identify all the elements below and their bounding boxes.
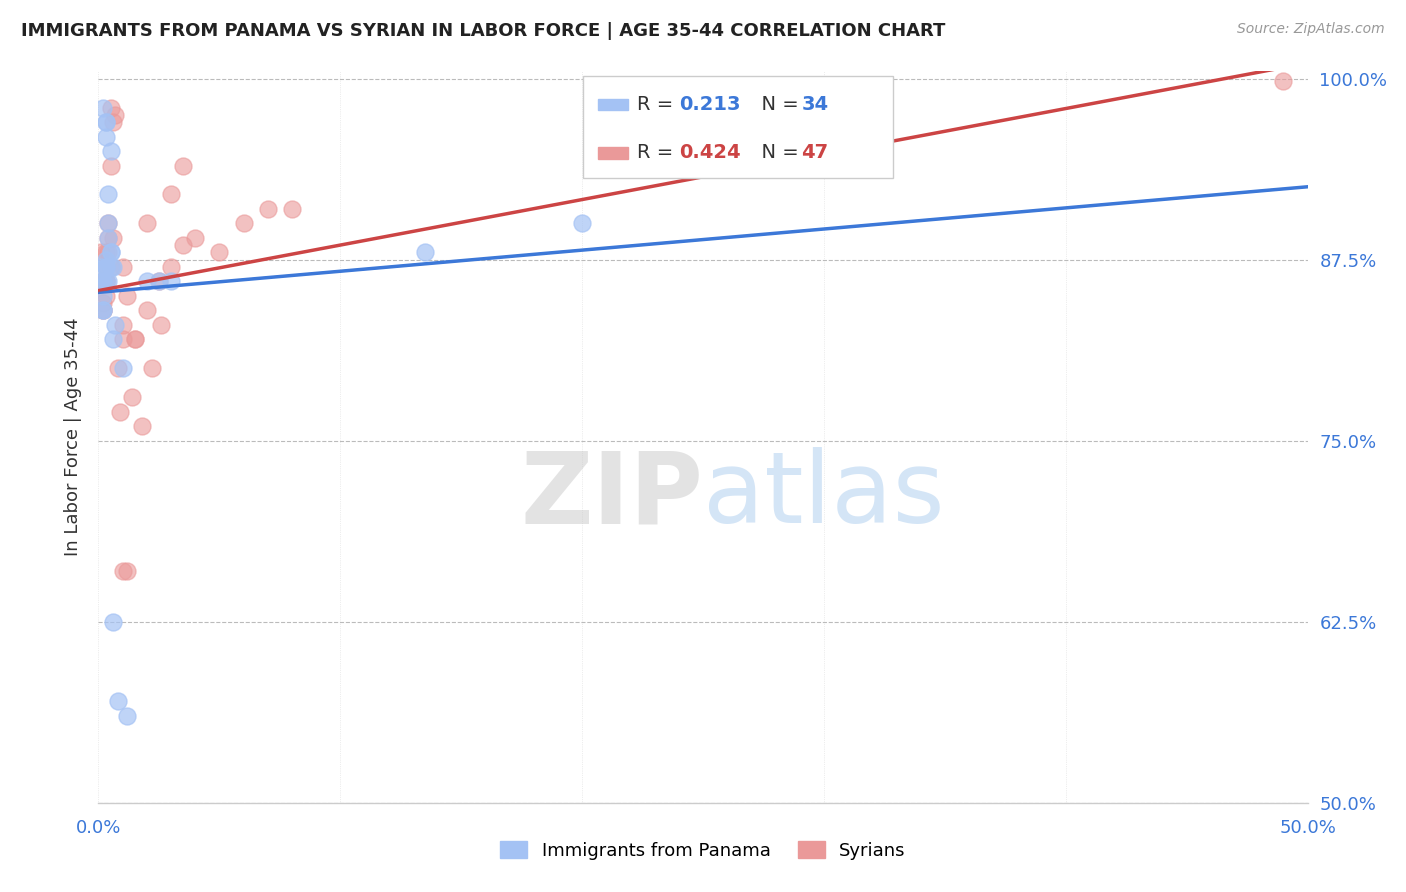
Point [117, 709, 139, 723]
Point [208, 245, 231, 260]
Text: R =: R = [637, 144, 679, 162]
Point [232, 216, 254, 230]
Point [117, 564, 139, 578]
Point [101, 615, 124, 629]
Point [256, 202, 278, 216]
Point [281, 202, 304, 216]
Point [104, 108, 127, 122]
Point [141, 361, 163, 376]
Point [97, 216, 120, 230]
Legend: Immigrants from Panama, Syrians: Immigrants from Panama, Syrians [494, 834, 912, 867]
Point [111, 260, 134, 274]
Point [172, 159, 194, 173]
Point [91, 274, 114, 288]
Point [107, 694, 129, 708]
Point [97, 231, 120, 245]
Point [100, 245, 122, 260]
Point [97, 231, 120, 245]
Point [90, 260, 112, 274]
Point [111, 332, 134, 346]
Point [94, 260, 117, 274]
Text: 0.424: 0.424 [679, 144, 741, 162]
Point [90, 245, 112, 260]
Point [100, 144, 122, 158]
Point [97, 216, 120, 230]
Point [160, 187, 183, 202]
Text: 34: 34 [801, 95, 828, 114]
Text: atlas: atlas [703, 447, 945, 544]
Point [101, 260, 124, 274]
Point [108, 405, 131, 419]
Point [100, 260, 122, 274]
Point [101, 332, 124, 346]
Point [91, 274, 114, 288]
Point [135, 216, 157, 230]
Point [413, 245, 436, 260]
Point [100, 101, 122, 115]
Point [124, 332, 146, 346]
Point [104, 318, 127, 332]
Point [94, 289, 117, 303]
Text: 0.213: 0.213 [679, 95, 741, 114]
Point [148, 274, 170, 288]
Point [111, 564, 134, 578]
Point [94, 260, 117, 274]
Point [94, 274, 117, 288]
Point [97, 245, 120, 260]
Point [101, 115, 124, 129]
Point [124, 332, 146, 346]
Point [150, 318, 173, 332]
Point [172, 238, 194, 252]
Point [94, 115, 117, 129]
Point [91, 303, 114, 318]
Point [135, 274, 157, 288]
Point [91, 274, 114, 288]
Point [121, 390, 143, 404]
Point [1272, 74, 1295, 88]
Point [94, 115, 117, 129]
Point [91, 296, 114, 310]
Text: N =: N = [749, 95, 806, 114]
Point [160, 260, 183, 274]
Text: IMMIGRANTS FROM PANAMA VS SYRIAN IN LABOR FORCE | AGE 35-44 CORRELATION CHART: IMMIGRANTS FROM PANAMA VS SYRIAN IN LABO… [21, 22, 945, 40]
Point [94, 274, 117, 288]
Point [101, 231, 124, 245]
Point [91, 101, 114, 115]
Point [94, 274, 117, 288]
Point [91, 303, 114, 318]
Point [91, 274, 114, 288]
Point [100, 245, 122, 260]
Point [148, 274, 170, 288]
Point [91, 303, 114, 318]
Point [184, 231, 207, 245]
Point [94, 252, 117, 267]
Point [94, 245, 117, 260]
Point [97, 274, 120, 288]
Text: Source: ZipAtlas.com: Source: ZipAtlas.com [1237, 22, 1385, 37]
Text: R =: R = [637, 95, 679, 114]
Point [131, 419, 153, 434]
Point [571, 216, 593, 230]
Point [94, 260, 117, 274]
Point [91, 289, 114, 303]
Point [135, 303, 157, 318]
Point [107, 361, 129, 376]
Point [100, 159, 122, 173]
Point [91, 303, 114, 318]
Text: N =: N = [749, 144, 806, 162]
Text: ZIP: ZIP [520, 447, 703, 544]
Text: 47: 47 [801, 144, 828, 162]
Point [111, 318, 134, 332]
Point [111, 361, 134, 376]
Point [160, 274, 183, 288]
Y-axis label: In Labor Force | Age 35-44: In Labor Force | Age 35-44 [63, 318, 82, 557]
Point [97, 187, 120, 202]
Point [94, 129, 117, 144]
Point [117, 289, 139, 303]
Point [100, 260, 122, 274]
